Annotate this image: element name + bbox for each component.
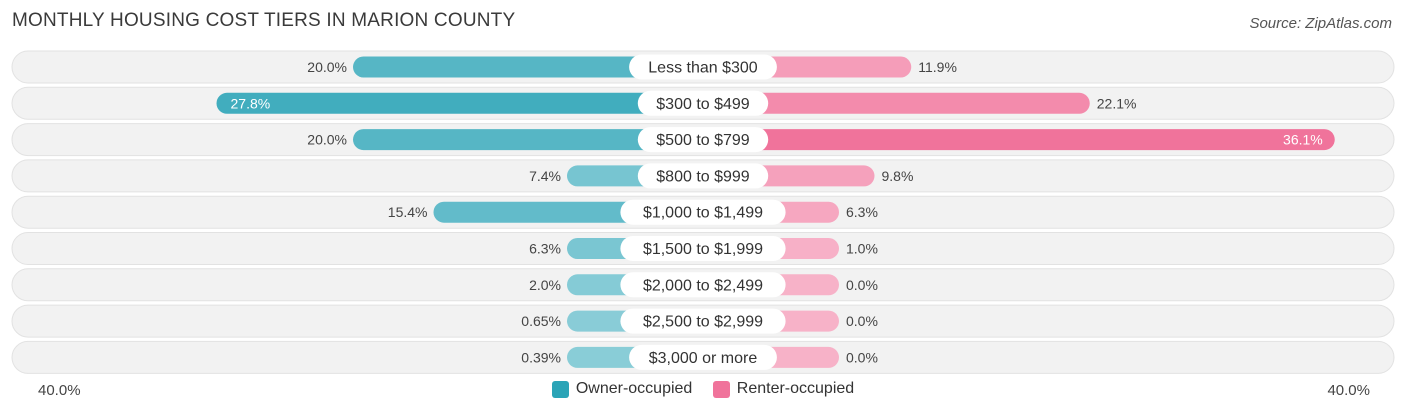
value-label-renter: 11.9%: [918, 59, 957, 75]
category-label: Less than $300: [648, 60, 758, 77]
axis-left-label: 40.0%: [38, 382, 81, 399]
value-label-renter: 22.1%: [1097, 95, 1137, 111]
chart-source: Source: ZipAtlas.com: [1249, 15, 1392, 32]
chart-plot: Less than $300 20.0% 11.9% $300 to $499 27.8…: [11, 50, 1395, 374]
category-pill: [629, 344, 777, 370]
value-label-owner: 6.3%: [529, 241, 561, 257]
category-pill: [620, 199, 786, 225]
bar-renter: [703, 129, 1335, 151]
value-label-owner: 27.8%: [231, 95, 271, 111]
category-pill: [637, 163, 769, 189]
legend-label-owner: Owner-occupied: [575, 380, 693, 397]
category-pill: [620, 308, 786, 334]
legend-swatch-renter: [712, 380, 730, 398]
category-pill: [637, 90, 769, 116]
chart-title: MONTHLY HOUSING COST TIERS IN MARION COU…: [12, 10, 516, 31]
value-label-renter: 0.0%: [846, 313, 878, 329]
legend-label-renter: Renter-occupied: [736, 380, 855, 397]
category-pill: [637, 127, 769, 153]
category-label: $2,000 to $2,499: [643, 277, 763, 294]
value-label-owner: 20.0%: [307, 132, 347, 148]
value-label-owner: 7.4%: [529, 168, 561, 184]
value-label-renter: 6.3%: [846, 204, 878, 220]
category-label: $2,500 to $2,999: [643, 314, 763, 331]
bar-renter: [703, 92, 1090, 114]
value-label-owner: 15.4%: [388, 204, 428, 220]
value-label-renter: 1.0%: [846, 241, 878, 257]
legend-item-owner[interactable]: Owner-occupied: [551, 380, 693, 398]
value-label-owner: 0.65%: [521, 313, 561, 329]
value-label-renter: 0.0%: [846, 349, 878, 365]
value-label-renter: 0.0%: [846, 277, 878, 293]
bar-owner: [353, 129, 703, 151]
category-label: $300 to $499: [656, 96, 750, 113]
category-pill: [620, 272, 786, 298]
category-label: $1,500 to $1,999: [643, 241, 763, 258]
bar-owner: [353, 56, 703, 78]
value-label-owner: 0.39%: [521, 349, 561, 365]
legend-swatch-owner: [551, 380, 569, 398]
category-label: $1,000 to $1,499: [643, 205, 763, 222]
value-label-renter: 36.1%: [1283, 132, 1323, 148]
legend: Owner-occupied Renter-occupied: [0, 380, 1406, 403]
value-label-owner: 20.0%: [307, 59, 347, 75]
value-label-owner: 2.0%: [529, 277, 561, 293]
category-label: $3,000 or more: [649, 350, 758, 367]
legend-item-renter[interactable]: Renter-occupied: [712, 380, 855, 398]
category-pill: [629, 54, 777, 80]
axis-right-label: 40.0%: [1327, 382, 1370, 399]
category-pill: [620, 236, 786, 261]
bar-owner: [216, 92, 703, 114]
category-label: $800 to $999: [656, 168, 750, 185]
value-label-renter: 9.8%: [882, 168, 914, 184]
category-label: $500 to $799: [656, 132, 750, 149]
